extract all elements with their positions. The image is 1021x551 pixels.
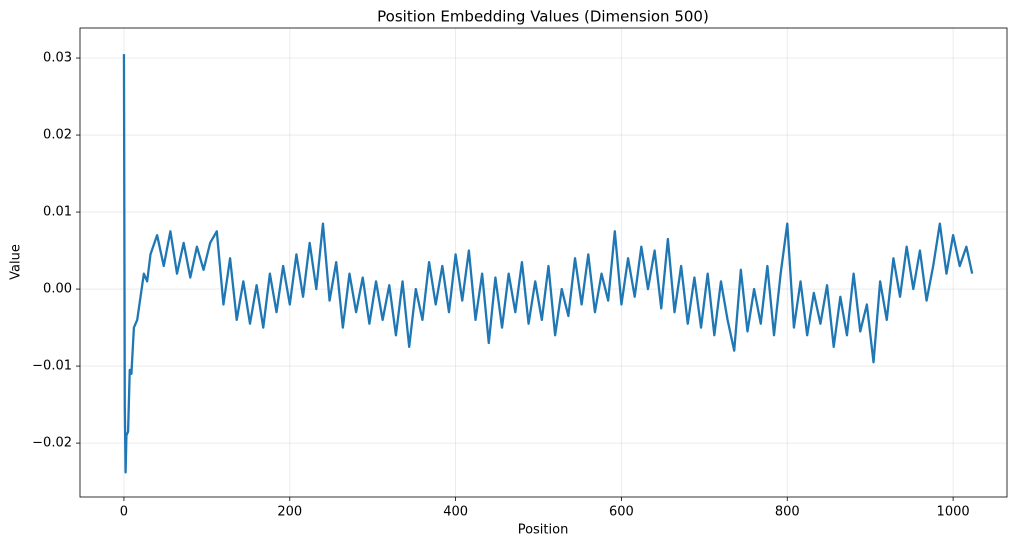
x-tick-label: 0	[120, 505, 128, 520]
plot-frame	[79, 27, 1008, 498]
chart-title: Position Embedding Values (Dimension 500…	[377, 8, 709, 26]
x-tick-label: 600	[609, 505, 634, 520]
x-axis-label: Position	[518, 523, 569, 538]
y-tick-label: 0.00	[43, 282, 72, 297]
y-tick-label: −0.02	[32, 436, 72, 451]
x-tick-label: 400	[443, 505, 468, 520]
x-tick-label: 200	[277, 505, 302, 520]
y-tick-label: 0.02	[43, 128, 72, 143]
data-line	[122, 54, 974, 474]
y-axis-label: Value	[9, 244, 24, 280]
y-tick-label: 0.01	[43, 205, 72, 220]
y-tick-label: 0.03	[43, 51, 72, 66]
x-tick-label: 1000	[937, 505, 970, 520]
y-tick-label: −0.01	[32, 359, 72, 374]
x-tick-label: 800	[775, 505, 800, 520]
